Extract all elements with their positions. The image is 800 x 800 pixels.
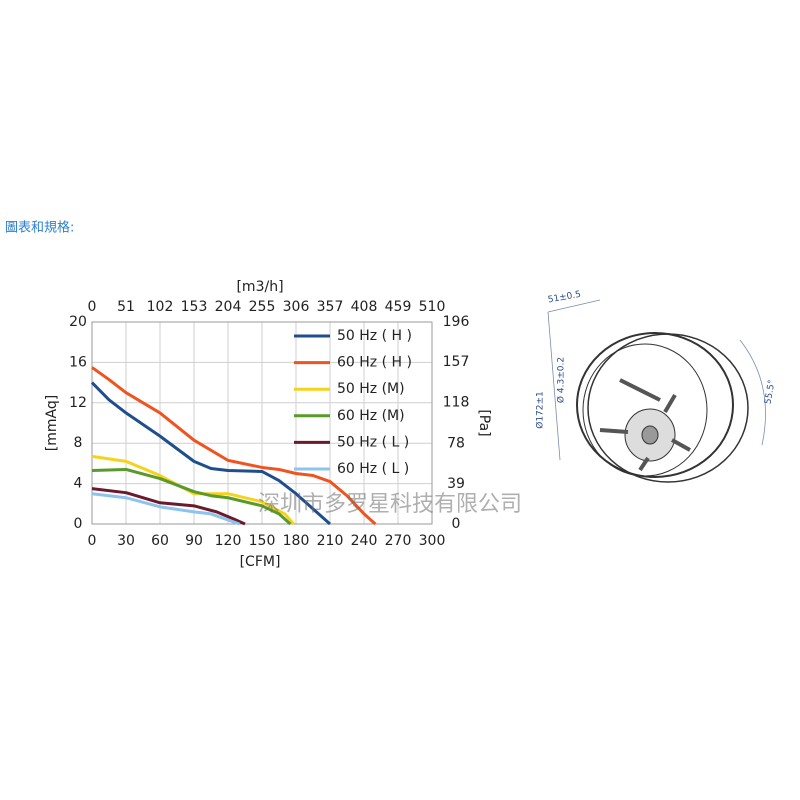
x2-tick-label: 357 [317,299,344,315]
heading: 圖表和規格: [5,220,74,236]
dim-depth: 51±0.5 [547,290,582,306]
x2-tick-label: 0 [88,299,97,315]
x2-tick-label: 510 [419,299,446,315]
plot-frame [91,321,433,525]
x-tick-label: 150 [249,533,276,549]
x2-tick-label: 153 [181,299,208,315]
series-line [91,366,377,526]
y-tick-label: 8 [74,435,83,451]
x-tick-label: 180 [283,533,310,549]
x2-tick-label: 102 [147,299,174,315]
series-line [90,381,331,526]
x2-tick-label: 255 [249,299,276,315]
x2-tick-label: 204 [215,299,242,315]
x2-tick-label: 459 [385,299,412,315]
x-tick-label: 90 [185,533,203,549]
y2-tick-label: 0 [452,516,461,532]
x-tick-label: 60 [151,533,169,549]
y2-tick-label: 196 [443,314,470,330]
dim-angle: 55.5° [763,379,777,405]
dim-diameter: Ø172±1 [535,391,546,429]
watermark: 深圳市多罗星科技有限公司 [258,492,522,517]
y-tick-label: 0 [74,516,83,532]
legend-label: 60 Hz ( L ) [337,461,409,477]
x-axis-title: [CFM] [240,554,281,570]
y2-tick-label: 157 [443,354,470,370]
legend-label: 60 Hz (M) [337,408,405,424]
x-tick-label: 120 [215,533,242,549]
x-tick-label: 300 [419,533,446,549]
x-tick-label: 270 [385,533,412,549]
y2-tick-label: 39 [447,476,465,492]
y-tick-label: 4 [74,476,83,492]
y-tick-label: 12 [69,395,87,411]
y2-tick-label: 78 [447,436,465,452]
legend-label: 50 Hz ( H ) [337,328,412,344]
legend-label: 50 Hz ( L ) [337,434,409,450]
series-line [91,492,240,526]
y2-axis-title: [Pa] [476,409,492,436]
y2-tick-label: 118 [443,394,470,410]
x-tick-label: 30 [117,533,135,549]
legend-label: 60 Hz ( H ) [337,355,412,371]
series-line [91,467,292,526]
x-tick-label: 240 [351,533,378,549]
x2-tick-label: 306 [283,299,310,315]
y-tick-label: 20 [69,314,87,330]
series-line [91,487,246,526]
x-tick-label: 210 [317,533,344,549]
x2-tick-label: 408 [351,299,378,315]
x2-tick-label: 51 [117,299,135,315]
legend-label: 50 Hz (M) [337,381,405,397]
x-tick-label: 0 [88,533,97,549]
x2-axis-title: [m3/h] [236,279,283,295]
y-axis-title: [mmAq] [44,395,60,451]
dim-hole: Ø 4.3±0.2 [556,357,567,403]
y-tick-label: 16 [69,354,87,370]
series-line [91,454,295,526]
fan-drawing [547,299,766,483]
